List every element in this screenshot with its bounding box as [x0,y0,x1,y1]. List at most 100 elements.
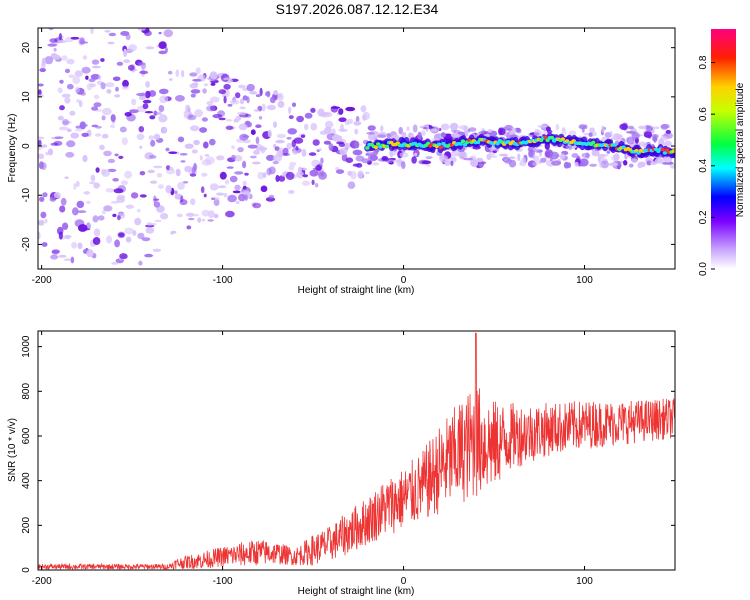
colorbar-gradient [711,29,736,269]
spectrogram-cell [66,58,75,65]
spectrogram-cell [630,158,638,163]
spectrogram-cell [269,96,276,104]
spectrogram-cell [282,147,289,156]
spectrogram-cell [646,125,653,132]
spectrogram-cell [206,100,214,106]
spectrogram-cell [130,192,139,199]
spectrogram-cell [186,225,192,230]
spectrogram-cell [65,235,71,240]
spectrogram-cell [217,185,226,189]
spectrogram-cell [242,95,248,101]
spectrogram-cell [231,154,236,161]
spectrogram-cell [62,222,69,230]
spectrogram-cell [247,144,258,149]
spectrogram-cell [53,54,61,60]
spectrogram-cell [189,72,198,77]
spectrogram-cell [223,77,233,81]
spectrogram-cell [66,140,76,148]
spectrogram-cell [124,112,132,117]
spectrogram-cell [184,165,193,173]
spectrogram-cell [38,231,41,240]
spectrogram-cell [93,102,102,108]
spectrogram-cell [275,139,285,144]
spectrogram-cell [128,44,138,52]
spectrogram-cell [168,151,178,154]
spectrogram-cell [239,98,245,105]
spectrogram-x-axis-label: Height of straight line (km) [298,285,415,296]
spectrogram-cell [528,148,535,157]
spectrogram-cell [273,144,277,148]
spectrogram-cell [148,135,154,141]
spectrogram-cell [201,117,208,122]
spectrogram-cell [581,126,585,133]
spectrogram-cell [70,256,75,264]
spectrogram-cell [75,180,80,187]
spectrogram-cell [136,92,147,97]
ridge-cell [671,149,675,153]
spectrogram-cell [101,168,106,175]
spectrogram-cell [204,154,210,157]
spectrogram-cell [286,142,292,150]
spectrogram-cell [110,124,116,129]
spectrogram-cell [156,173,163,178]
spectrogram-cell [39,68,46,73]
spectrogram-cell [388,150,397,156]
spectrogram-cell [266,154,275,161]
spectrogram-cell [628,163,634,168]
spectrogram-cell [59,79,64,84]
spectrogram-cell [119,253,128,260]
spectrogram-cell [197,217,202,223]
spectrogram-cell [226,166,234,169]
spectrogram-cell [77,224,88,232]
spectrogram-cell [498,153,509,157]
spectrogram-cell [114,94,121,98]
spectrogram-cell [463,157,474,161]
spectrogram-cell [249,91,258,95]
spectrogram-cell [117,194,126,199]
spectrogram-cell [82,55,88,60]
spectrogram-cell [79,41,89,44]
spectrogram-cell [120,180,129,186]
spectrogram-cell [650,161,658,165]
spectrogram-cell [124,227,134,235]
spectrogram-cell [107,41,115,45]
spectrogram-cell [192,82,199,86]
spectrogram-cell [653,135,657,143]
spectrogram-cell [365,153,370,156]
spectrogram-cell [561,127,566,132]
spectrogram-cell [276,133,286,139]
spectrogram-cell [44,218,48,224]
spectrogram-cell [158,41,167,49]
spectrogram-cell [38,83,44,87]
spectrogram-cell [106,89,112,94]
spectrogram-cell [195,67,201,75]
spectrogram-cell [110,200,120,204]
spectrogram-cell [174,190,178,195]
spectrogram-cell [50,142,59,146]
spectrogram-cell [334,167,340,170]
spectrogram-cell [74,86,80,94]
spectrogram-cell [158,184,164,190]
spectrogram-cell [304,123,309,131]
spectrogram-cell [412,124,418,133]
spectrogram-cell [72,76,81,85]
spectrogram-cell [180,195,184,203]
spectrogram-cell [141,237,151,242]
spectrogram-cell [508,156,516,159]
spectrogram-cell [40,211,47,219]
spectrogram-cell [242,190,250,195]
spectrogram-cell [66,128,72,132]
spectrogram-cell [72,207,79,216]
spectrogram-cell [118,232,125,238]
spectrogram-cell [167,70,173,75]
spectrogram-cell [142,103,149,110]
ridge-cell [462,142,468,147]
spectrogram-cell [170,230,177,234]
spectrogram-cell [218,117,226,121]
spectrogram-cell [95,133,102,137]
spectrogram-cell [111,262,119,265]
snr-plot: -200 -100 0 100 0 200 400 600 800 1000 Height of… [7,330,676,597]
spectrogram-cell [99,144,105,151]
spectrogram-cell [227,103,233,107]
spectrogram-cell [41,57,46,66]
